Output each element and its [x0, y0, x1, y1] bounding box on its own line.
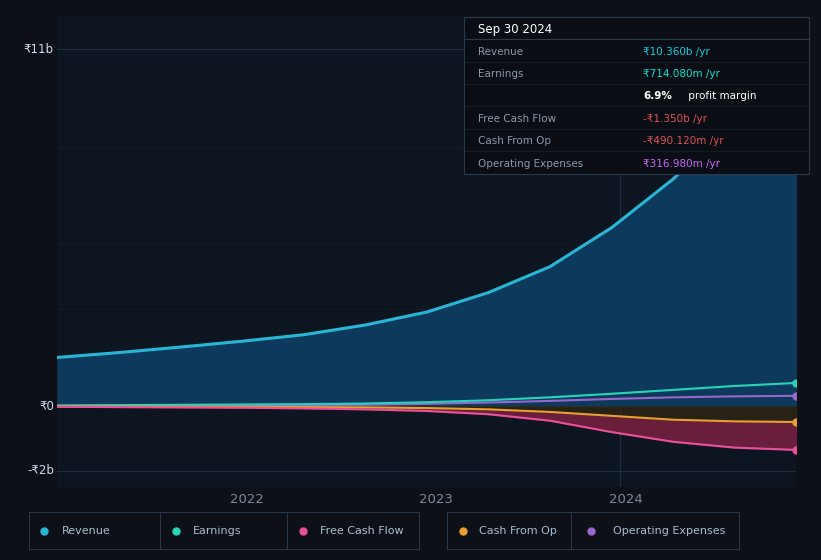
Text: ₹0: ₹0 — [39, 400, 54, 413]
Text: Free Cash Flow: Free Cash Flow — [320, 526, 404, 535]
Text: profit margin: profit margin — [685, 91, 756, 101]
Text: Earnings: Earnings — [478, 69, 523, 79]
Text: -₹490.120m /yr: -₹490.120m /yr — [643, 136, 724, 146]
Text: Operating Expenses: Operating Expenses — [478, 158, 583, 169]
Text: Earnings: Earnings — [193, 526, 241, 535]
Text: Revenue: Revenue — [478, 46, 523, 57]
Text: -₹2b: -₹2b — [27, 464, 54, 478]
Text: Operating Expenses: Operating Expenses — [612, 526, 725, 535]
Text: -₹1.350b /yr: -₹1.350b /yr — [643, 114, 707, 124]
Text: ₹714.080m /yr: ₹714.080m /yr — [643, 69, 720, 79]
Text: Cash From Op: Cash From Op — [479, 526, 557, 535]
Text: ₹11b: ₹11b — [24, 43, 54, 56]
Text: ₹10.360b /yr: ₹10.360b /yr — [643, 46, 710, 57]
Text: Revenue: Revenue — [62, 526, 110, 535]
Text: ₹316.980m /yr: ₹316.980m /yr — [643, 158, 720, 169]
Text: 6.9%: 6.9% — [643, 91, 672, 101]
Text: Free Cash Flow: Free Cash Flow — [478, 114, 556, 124]
Text: Cash From Op: Cash From Op — [478, 136, 551, 146]
Text: Sep 30 2024: Sep 30 2024 — [478, 22, 552, 36]
